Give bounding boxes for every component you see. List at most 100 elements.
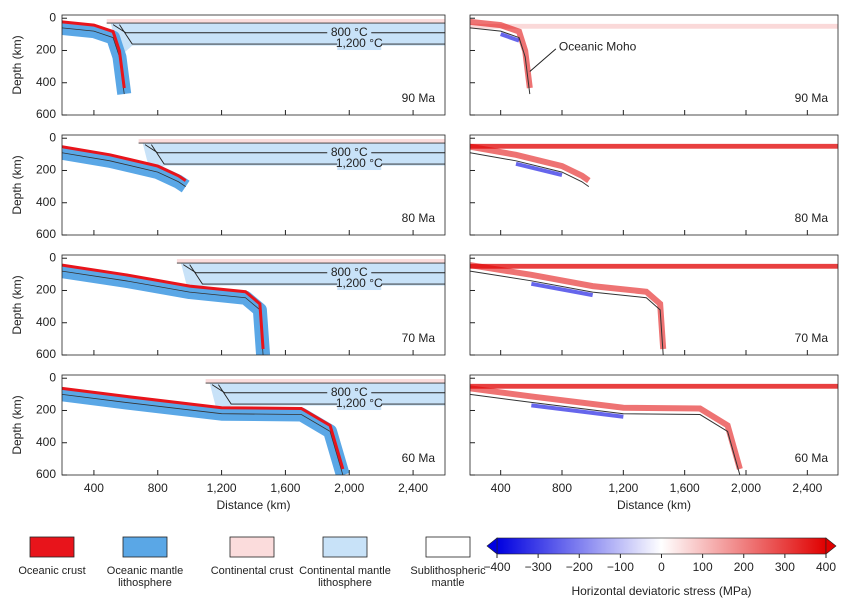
slab-stress xyxy=(470,143,591,184)
colorbar-label: Horizontal deviatoric stress (MPa) xyxy=(571,584,751,598)
y-tick-label: 200 xyxy=(36,43,56,57)
colorbar-tick-label: −300 xyxy=(525,560,552,574)
isotherm-label-bg xyxy=(337,38,382,51)
y-axis-label: Depth (km) xyxy=(10,35,24,94)
moho-line xyxy=(470,152,590,188)
y-tick-label: 0 xyxy=(49,10,56,24)
x-tick-label: 2,000 xyxy=(334,481,364,495)
stress-band xyxy=(470,23,838,29)
age-label: 80 Ma xyxy=(402,211,436,225)
isotherm-label-bg xyxy=(327,146,372,159)
y-axis-label: Depth (km) xyxy=(10,155,24,214)
age-label: 60 Ma xyxy=(795,451,829,465)
y-axis-label: Depth (km) xyxy=(10,395,24,454)
x-tick-label: 2,400 xyxy=(792,481,822,495)
x-tick-label: 1,200 xyxy=(608,481,638,495)
panel: 800 °C1,200 °C xyxy=(62,379,445,475)
x-tick-label: 1,200 xyxy=(207,481,237,495)
isotherm-label-bg xyxy=(327,26,372,39)
colorbar-tick-label: −400 xyxy=(483,560,510,574)
legend-label: Continental crust xyxy=(210,565,294,577)
slab-stress-neg xyxy=(530,281,594,298)
panel: 800 °C1,200 °C xyxy=(62,139,445,193)
x-tick-label: 1,600 xyxy=(670,481,700,495)
slab-stress-neg xyxy=(531,403,624,419)
isotherm-label: 800 °C xyxy=(331,25,368,39)
continental-mantle xyxy=(180,259,445,297)
legend-label: Continental mantle lithosphere xyxy=(299,565,391,589)
moho-line xyxy=(470,270,664,355)
stress-band xyxy=(470,263,838,269)
panel-frame xyxy=(469,14,839,116)
isotherm-label-bg xyxy=(337,398,382,411)
legend-swatch xyxy=(122,536,168,558)
isotherm xyxy=(211,384,445,394)
y-tick-label: 200 xyxy=(36,283,56,297)
isotherm-label-bg xyxy=(337,278,382,291)
colorbar-tick-label: 100 xyxy=(693,560,713,574)
age-label: 90 Ma xyxy=(795,91,829,105)
stress-band xyxy=(470,143,838,149)
panel-frame xyxy=(61,254,446,356)
isotherm-label: 800 °C xyxy=(331,385,368,399)
colorbar-end xyxy=(825,537,837,555)
slab-stress xyxy=(470,262,667,350)
continental-crust xyxy=(106,19,445,24)
colorbar-end xyxy=(486,537,498,555)
oceanic-crust xyxy=(62,20,126,89)
panel: 800 °C1,200 °C xyxy=(62,19,445,95)
y-tick-label: 400 xyxy=(36,315,56,329)
isotherm-label: 1,200 °C xyxy=(336,276,383,290)
isotherm-label-bg xyxy=(327,386,372,399)
x-axis-label: Distance (km) xyxy=(617,498,691,512)
panel-frame xyxy=(469,254,839,356)
slab-stress-neg xyxy=(500,32,520,43)
x-tick-label: 1,600 xyxy=(270,481,300,495)
y-tick-label: 400 xyxy=(36,75,56,89)
panel xyxy=(470,143,838,188)
annotation-arrow xyxy=(529,48,557,72)
panel-frame xyxy=(61,374,446,476)
continental-mantle xyxy=(141,139,445,177)
x-axis-label: Distance (km) xyxy=(216,498,290,512)
x-tick-label: 2,400 xyxy=(398,481,428,495)
x-tick-label: 800 xyxy=(552,481,572,495)
panel xyxy=(470,262,838,355)
oceanic-crust xyxy=(62,263,265,350)
colorbar xyxy=(496,537,827,555)
isotherm-label: 1,200 °C xyxy=(336,36,383,50)
y-tick-label: 0 xyxy=(49,250,56,264)
isotherm-label: 1,200 °C xyxy=(336,156,383,170)
age-label: 70 Ma xyxy=(402,331,436,345)
colorbar-tick-label: −100 xyxy=(607,560,634,574)
continental-mantle xyxy=(109,19,445,57)
isotherm-label: 800 °C xyxy=(331,265,368,279)
y-tick-label: 200 xyxy=(36,403,56,417)
panel-frame xyxy=(469,374,839,476)
isotherm-label: 800 °C xyxy=(331,145,368,159)
x-tick-label: 400 xyxy=(491,481,511,495)
y-tick-label: 200 xyxy=(36,163,56,177)
y-tick-label: 400 xyxy=(36,435,56,449)
x-tick-label: 800 xyxy=(148,481,168,495)
isotherm-label-bg xyxy=(337,158,382,171)
legend-label: Sublithospheric mantle xyxy=(410,565,486,589)
y-tick-label: 600 xyxy=(36,107,56,121)
y-tick-label: 0 xyxy=(49,130,56,144)
legend-swatch xyxy=(29,536,75,558)
continental-crust xyxy=(205,379,445,384)
oceanic-crust xyxy=(62,145,187,182)
colorbar-tick-label: 300 xyxy=(775,560,795,574)
age-label: 70 Ma xyxy=(795,331,829,345)
panel-frame xyxy=(469,134,839,236)
legend-label: Oceanic crust xyxy=(18,565,86,577)
colorbar-tick-label: 400 xyxy=(816,560,836,574)
slab-stress xyxy=(470,385,743,470)
legend-swatch xyxy=(229,536,275,558)
isotherm-label: 1,200 °C xyxy=(336,396,383,410)
legend-swatch xyxy=(425,536,471,558)
moho-line xyxy=(470,27,531,95)
isotherm-label-bg xyxy=(327,266,372,279)
